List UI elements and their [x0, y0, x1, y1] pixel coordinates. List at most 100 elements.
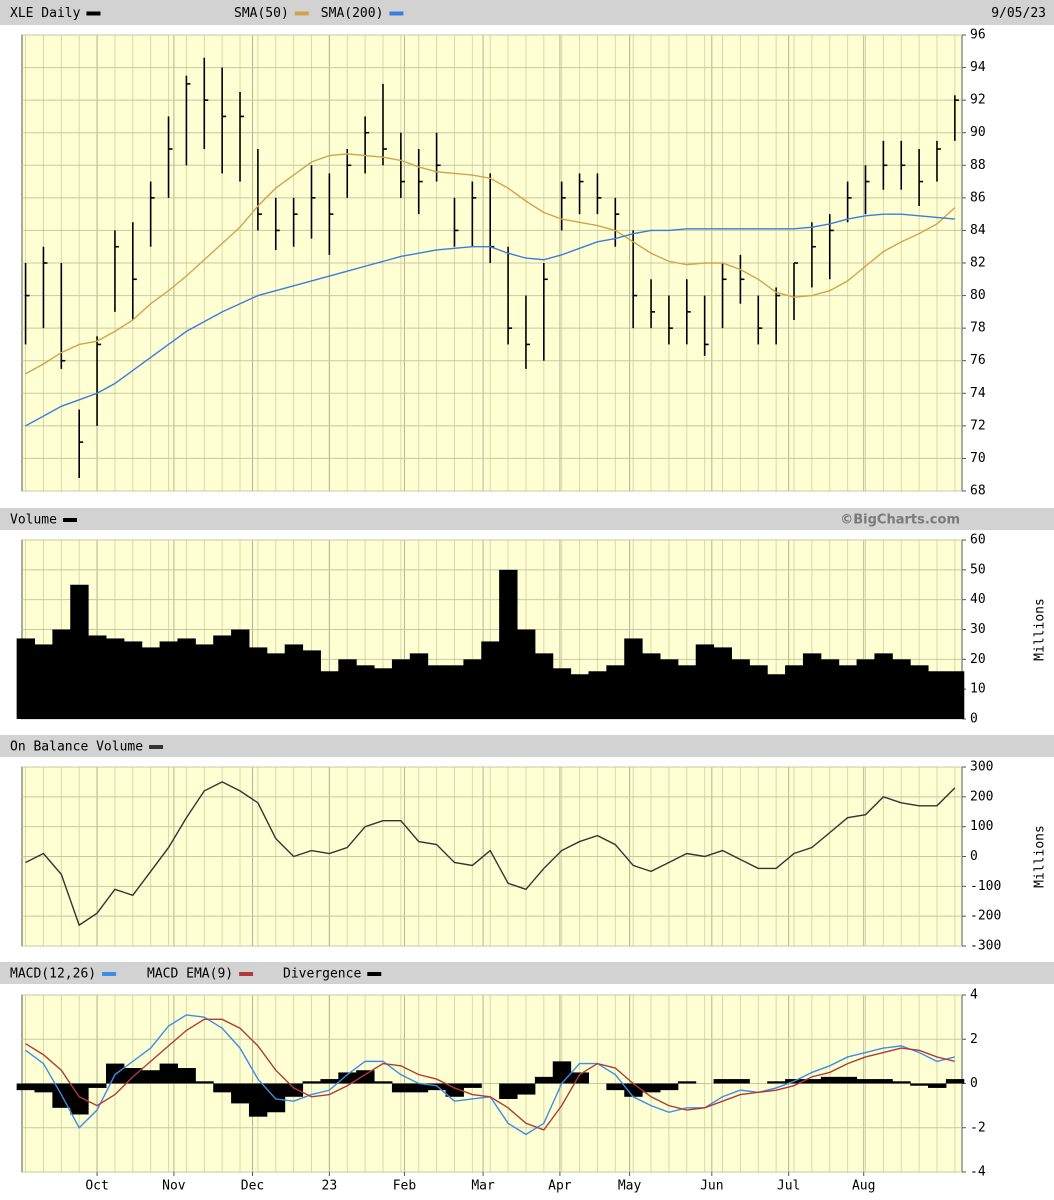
bar — [802, 1079, 822, 1084]
bar — [499, 1083, 518, 1099]
bar — [838, 1076, 858, 1084]
y-tick-label: 92 — [970, 93, 986, 108]
bar — [320, 671, 339, 719]
bar — [248, 647, 268, 719]
bar — [874, 653, 893, 719]
legend-label: On Balance Volume — [10, 740, 143, 755]
legend-label: XLE Daily — [10, 6, 81, 21]
x-tick-label: Jul — [777, 1179, 800, 1194]
y-tick-label: -4 — [970, 1165, 986, 1180]
bar — [677, 665, 697, 719]
bar — [892, 659, 911, 719]
y-tick-label: 84 — [970, 223, 986, 238]
y-tick-label: 80 — [970, 288, 986, 303]
bar — [34, 1083, 53, 1093]
bar — [123, 641, 143, 719]
x-tick-label: Mar — [471, 1179, 495, 1194]
panel-header — [0, 508, 1054, 530]
bar — [731, 1079, 750, 1084]
bar — [374, 668, 393, 719]
bar — [88, 1083, 107, 1088]
bar — [409, 653, 429, 719]
x-tick-label: 23 — [322, 1179, 338, 1194]
bar — [338, 659, 357, 719]
bar — [213, 1083, 232, 1093]
x-tick-label: Jun — [700, 1179, 723, 1194]
bar — [606, 665, 625, 719]
bar — [177, 1068, 196, 1084]
y-tick-label: 50 — [970, 562, 986, 577]
y-tick-label: 10 — [970, 682, 986, 697]
bar — [659, 659, 679, 719]
y-tick-label: 60 — [970, 533, 986, 548]
bar — [659, 1083, 679, 1091]
y-tick-label: 2 — [970, 1032, 978, 1047]
bar — [302, 650, 321, 719]
x-tick-label: Aug — [852, 1179, 875, 1194]
y-tick-label: 0 — [970, 1076, 978, 1091]
bar — [624, 638, 643, 719]
bar — [391, 659, 411, 719]
bar — [695, 644, 715, 719]
bar — [52, 629, 71, 719]
panel-header — [0, 735, 1054, 757]
bar — [105, 638, 125, 719]
x-tick-label: May — [618, 1179, 642, 1194]
bar — [16, 638, 36, 719]
y-tick-label: 200 — [970, 789, 993, 804]
x-tick-label: Nov — [162, 1179, 186, 1194]
y-tick-label: 68 — [970, 484, 986, 499]
credit: ©BigCharts.com — [840, 513, 960, 528]
y-tick-label: 30 — [970, 622, 986, 637]
y-tick-label: -2 — [970, 1120, 986, 1135]
y-tick-label: 90 — [970, 125, 986, 140]
bar — [552, 1061, 572, 1084]
bar — [731, 659, 750, 719]
bar — [141, 1070, 161, 1084]
line-series — [25, 1018, 956, 1131]
bar — [534, 1076, 554, 1084]
bar — [463, 1083, 482, 1088]
bar — [767, 1081, 786, 1084]
legend-label: MACD EMA(9) — [147, 967, 233, 982]
y-tick-label: 86 — [970, 190, 986, 205]
y-axis-label: Millions — [1033, 825, 1048, 888]
y-tick-label: 72 — [970, 418, 986, 433]
bar — [785, 665, 804, 719]
bar — [570, 674, 590, 719]
y-tick-label: 100 — [970, 819, 993, 834]
line-series — [25, 153, 956, 375]
y-tick-label: 0 — [970, 849, 978, 864]
y-axis-label: Millions — [1033, 598, 1048, 661]
x-tick-label: Dec — [241, 1179, 264, 1194]
bar — [642, 1083, 661, 1093]
y-tick-label: 300 — [970, 760, 993, 775]
bar — [838, 665, 858, 719]
bar — [928, 671, 947, 719]
y-tick-label: -200 — [970, 909, 1001, 924]
y-tick-label: 4 — [970, 988, 978, 1003]
y-tick-label: 74 — [970, 386, 986, 401]
legend-label: SMA(200) — [321, 6, 384, 21]
bar — [517, 1083, 536, 1095]
bar — [159, 1063, 178, 1084]
y-tick-label: 20 — [970, 652, 986, 667]
bar — [284, 1083, 304, 1097]
y-tick-label: 40 — [970, 592, 986, 607]
bar — [713, 647, 732, 719]
legend-label: Volume — [10, 513, 57, 528]
x-tick-label: Feb — [393, 1179, 417, 1194]
bar — [34, 644, 53, 719]
bar — [588, 671, 607, 719]
bar — [945, 671, 965, 719]
bar — [356, 665, 375, 719]
line-series — [25, 781, 956, 927]
bar — [427, 665, 447, 719]
y-tick-label: 0 — [970, 712, 978, 727]
bar — [517, 629, 536, 719]
bar — [642, 653, 661, 719]
bar — [105, 1063, 125, 1084]
bar — [88, 635, 107, 719]
bar — [713, 1079, 732, 1084]
y-tick-label: 94 — [970, 60, 986, 75]
